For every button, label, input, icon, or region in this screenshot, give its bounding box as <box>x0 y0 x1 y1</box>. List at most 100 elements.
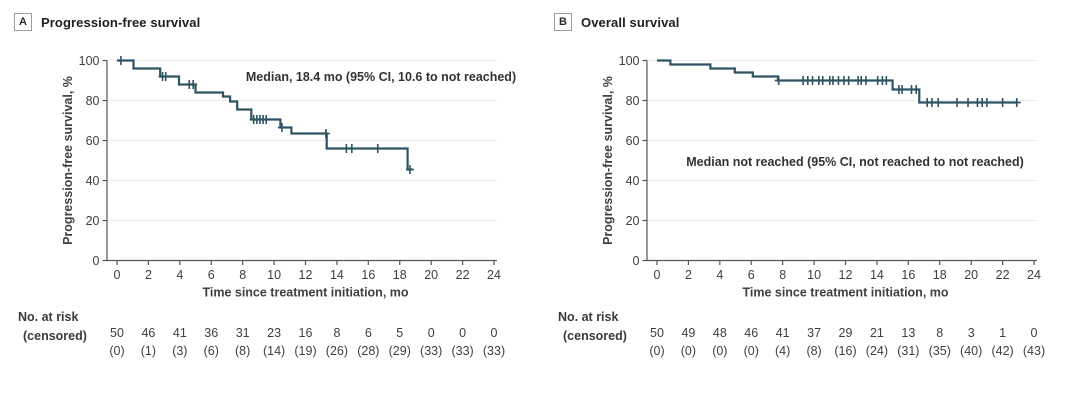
risk-at-risk-value: 21 <box>870 326 884 340</box>
x-tick-label: 0 <box>114 268 121 282</box>
x-tick-label: 16 <box>361 268 375 282</box>
risk-at-risk-value: 37 <box>807 326 821 340</box>
risk-at-risk-value: 23 <box>267 326 281 340</box>
x-tick-label: 18 <box>933 268 947 282</box>
risk-censored-value: (0) <box>744 344 759 358</box>
y-tick-label: 60 <box>86 134 100 148</box>
risk-censored-value: (26) <box>326 344 348 358</box>
x-tick-label: 2 <box>145 268 152 282</box>
risk-table-censored-label: (censored) <box>23 329 87 343</box>
panel-a-header: A Progression-free survival <box>14 13 200 31</box>
risk-at-risk-value: 0 <box>428 326 435 340</box>
risk-at-risk-value: 8 <box>333 326 340 340</box>
x-tick-label: 18 <box>393 268 407 282</box>
risk-at-risk-value: 3 <box>968 326 975 340</box>
x-tick-label: 22 <box>456 268 470 282</box>
risk-at-risk-value: 16 <box>299 326 313 340</box>
x-tick-label: 8 <box>239 268 246 282</box>
y-tick-label: 20 <box>86 214 100 228</box>
risk-censored-value: (0) <box>109 344 124 358</box>
risk-at-risk-value: 50 <box>110 326 124 340</box>
risk-at-risk-value: 41 <box>173 326 187 340</box>
risk-censored-value: (33) <box>451 344 473 358</box>
x-tick-label: 6 <box>208 268 215 282</box>
risk-at-risk-value: 31 <box>236 326 250 340</box>
risk-censored-value: (14) <box>263 344 285 358</box>
risk-censored-value: (33) <box>420 344 442 358</box>
risk-table-label: No. at risk <box>18 310 79 324</box>
risk-censored-value: (29) <box>389 344 411 358</box>
risk-censored-value: (6) <box>204 344 219 358</box>
x-tick-label: 2 <box>685 268 692 282</box>
risk-at-risk-value: 1 <box>999 326 1006 340</box>
risk-at-risk-value: 46 <box>141 326 155 340</box>
panel-letter-badge: B <box>554 13 572 31</box>
risk-censored-value: (0) <box>712 344 727 358</box>
risk-at-risk-value: 6 <box>365 326 372 340</box>
risk-censored-value: (40) <box>960 344 982 358</box>
risk-at-risk-value: 48 <box>713 326 727 340</box>
x-axis-title: Time since treatment initiation, mo <box>202 286 408 300</box>
panel-b: B Overall survival 0 20 40 60 80 100 0 2 4 6 8 10 12… <box>540 0 1080 400</box>
risk-censored-value: (1) <box>141 344 156 358</box>
panel-title: Progression-free survival <box>41 14 201 30</box>
risk-at-risk-value: 41 <box>776 326 790 340</box>
risk-censored-value: (8) <box>806 344 821 358</box>
y-tick-label: 40 <box>626 174 640 188</box>
y-tick-label: 20 <box>626 214 640 228</box>
x-tick-label: 4 <box>176 268 183 282</box>
risk-censored-value: (3) <box>172 344 187 358</box>
y-tick-label: 80 <box>626 94 640 108</box>
y-axis-title: Progression-free survival, % <box>61 76 75 245</box>
x-tick-label: 10 <box>267 268 281 282</box>
y-tick-label: 60 <box>626 134 640 148</box>
risk-at-risk-value: 0 <box>491 326 498 340</box>
y-tick-label: 0 <box>93 254 100 268</box>
risk-censored-value: (24) <box>866 344 888 358</box>
risk-censored-value: (43) <box>1023 344 1045 358</box>
risk-at-risk-value: 36 <box>204 326 218 340</box>
x-axis-title: Time since treatment initiation, mo <box>742 286 948 300</box>
risk-at-risk-value: 50 <box>650 326 664 340</box>
risk-at-risk-value: 8 <box>936 326 943 340</box>
risk-censored-value: (28) <box>357 344 379 358</box>
x-tick-label: 20 <box>424 268 438 282</box>
x-tick-label: 0 <box>654 268 661 282</box>
risk-censored-value: (33) <box>483 344 505 358</box>
panel-letter-badge: A <box>14 13 32 31</box>
risk-at-risk-value: 5 <box>396 326 403 340</box>
risk-at-risk-value: 29 <box>839 326 853 340</box>
y-tick-label: 0 <box>633 254 640 268</box>
risk-censored-value: (0) <box>649 344 664 358</box>
x-tick-label: 24 <box>487 268 501 282</box>
risk-at-risk-value: 46 <box>744 326 758 340</box>
risk-censored-value: (8) <box>235 344 250 358</box>
x-tick-label: 12 <box>839 268 853 282</box>
y-tick-label: 80 <box>86 94 100 108</box>
panel-b-header: B Overall survival <box>554 13 679 31</box>
x-tick-label: 12 <box>299 268 313 282</box>
x-tick-label: 4 <box>716 268 723 282</box>
risk-censored-value: (16) <box>834 344 856 358</box>
y-tick-label: 100 <box>619 54 640 68</box>
x-tick-label: 24 <box>1027 268 1041 282</box>
x-tick-label: 14 <box>330 268 344 282</box>
risk-table-label: No. at risk <box>558 310 619 324</box>
x-tick-label: 8 <box>779 268 786 282</box>
panel-title: Overall survival <box>581 14 680 30</box>
risk-at-risk-value: 0 <box>1031 326 1038 340</box>
x-tick-label: 6 <box>748 268 755 282</box>
risk-censored-value: (31) <box>897 344 919 358</box>
x-tick-label: 22 <box>996 268 1010 282</box>
risk-censored-value: (19) <box>294 344 316 358</box>
risk-censored-value: (42) <box>991 344 1013 358</box>
risk-at-risk-value: 0 <box>459 326 466 340</box>
x-tick-label: 14 <box>870 268 884 282</box>
y-tick-label: 40 <box>86 174 100 188</box>
x-tick-label: 20 <box>964 268 978 282</box>
median-annotation: Median, 18.4 mo (95% CI, 10.6 to not rea… <box>245 70 517 84</box>
y-tick-label: 100 <box>79 54 100 68</box>
